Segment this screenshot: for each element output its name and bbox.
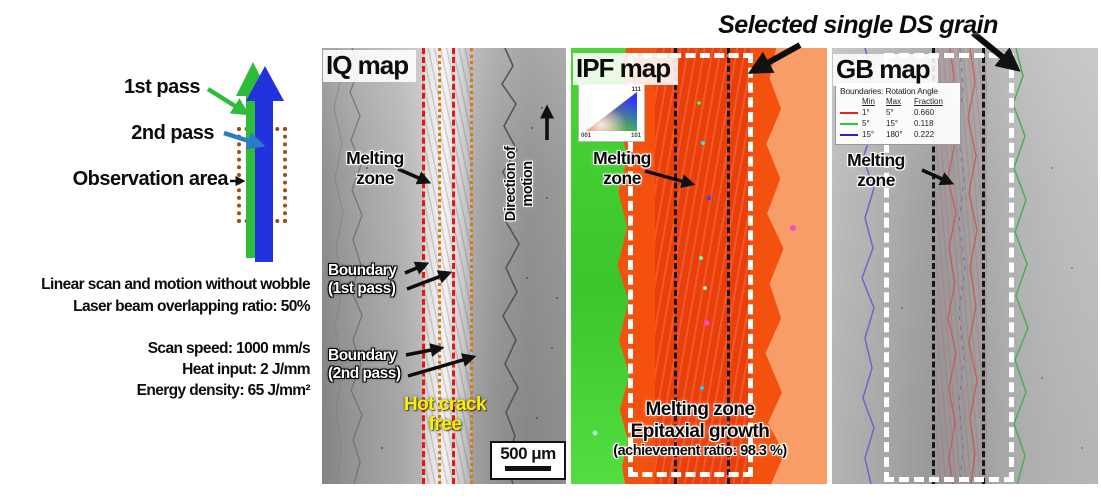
triangle-101-label: 101	[630, 133, 641, 139]
ipf-black-dash-right	[727, 48, 730, 484]
legend-swatch-green	[840, 122, 858, 125]
iq-pass1-boundary-line-right	[452, 48, 455, 484]
ipf-bottom-line2: Epitaxial growth	[630, 421, 770, 442]
ipf-melting-zone-line1: Melting	[593, 148, 651, 168]
ipf-color-triangle	[586, 92, 637, 131]
boundary-1st-line2: (1st pass)	[328, 280, 396, 297]
legend-max: 15°	[886, 119, 899, 128]
legend-header-max: Max	[886, 97, 902, 106]
boundary-1st-line1: Boundary	[328, 262, 397, 279]
hot-crack-free-label: Hot crack free	[393, 395, 497, 435]
ipf-melting-zone-label: Melting zone	[578, 148, 666, 188]
legend-header-row: Min Max Fraction	[840, 96, 956, 107]
iq-title: IQ map	[323, 50, 417, 83]
gb-boundary-legend: Boundaries: Rotation Angle Min Max Fract…	[835, 82, 961, 145]
iq-pass2-boundary-line-right	[470, 48, 473, 484]
legend-title: Boundaries: Rotation Angle	[840, 86, 938, 96]
gb-melting-zone-label: Melting zone	[830, 150, 922, 190]
legend-fraction: 0.660	[914, 108, 935, 117]
legend-header-fraction: Fraction	[914, 97, 943, 106]
direction-of-motion-label: Direction of motion	[503, 136, 537, 232]
legend-swatch-red	[840, 111, 858, 114]
first-pass-pointer-arrow-icon	[206, 87, 250, 116]
caption-line: Scan speed: 1000 mm/s	[147, 340, 311, 357]
ipf-melt-track	[655, 48, 750, 484]
triangle-111-label: 111	[631, 87, 641, 93]
hot-crack-line2: free	[428, 414, 462, 435]
scale-bar-line	[505, 466, 551, 471]
second-pass-label: 2nd pass	[131, 122, 214, 144]
observation-area-box	[237, 127, 287, 223]
boundary-2nd-line2: (2nd pass)	[328, 365, 401, 382]
gb-black-dash-left	[932, 48, 935, 484]
boundary-2nd-line1: Boundary	[328, 347, 397, 364]
ipf-title: IPF map	[573, 53, 679, 86]
legend-min: 15°	[862, 130, 875, 139]
ipf-black-dash-left	[674, 48, 677, 484]
observation-area-label: Observation area	[72, 168, 229, 190]
ipf-panel	[571, 48, 827, 484]
caption-line: Energy density: 65 J/mm²	[136, 382, 311, 399]
scale-bar-label: 500 μm	[500, 444, 556, 463]
gb-melting-zone-line2: zone	[857, 170, 895, 190]
triangle-001-label: 001	[581, 133, 592, 139]
legend-min: 5°	[862, 119, 870, 128]
iq-melting-zone-label: Melting zone	[326, 148, 424, 188]
ipf-bottom-caption: Melting zone Epitaxial growth (achieveme…	[595, 399, 805, 460]
ipf-color-triangle-legend: 111 001 101	[578, 84, 645, 142]
gb-selected-grain-outline	[884, 53, 1014, 482]
ipf-selected-grain-outline	[628, 53, 753, 477]
boundary-2nd-pass-label: Boundary (2nd pass)	[328, 347, 401, 383]
legend-fraction: 0.222	[914, 130, 935, 139]
scan-caption-top: Linear scan and motion without wobble La…	[10, 274, 310, 318]
gb-black-dash-right	[982, 48, 985, 484]
legend-header-min: Min	[862, 97, 875, 106]
iq-melting-zone-line2: zone	[356, 168, 394, 188]
iq-melt-track	[422, 48, 472, 484]
ipf-bottom-line3: (achievement ratio: 98.3 %)	[613, 443, 787, 459]
iq-melting-zone-line1: Melting	[346, 148, 404, 168]
legend-max: 5°	[886, 108, 894, 117]
direction-line2: motion	[520, 161, 536, 207]
legend-min: 1°	[862, 108, 870, 117]
direction-line1: Direction of	[503, 146, 519, 222]
scan-caption-bottom: Scan speed: 1000 mm/s Heat input: 2 J/mm…	[10, 338, 311, 401]
caption-line: Heat input: 2 J/mm	[182, 361, 310, 378]
caption-line: Linear scan and motion without wobble	[41, 276, 310, 293]
scale-bar: 500 μm	[490, 441, 566, 480]
selected-grain-headline: Selected single DS grain	[718, 11, 998, 39]
hot-crack-line1: Hot crack	[403, 394, 487, 415]
caption-line: Laser beam overlapping ratio: 50%	[73, 298, 311, 315]
ipf-melting-zone-line2: zone	[603, 168, 641, 188]
ipf-speckles	[592, 101, 796, 450]
legend-row-low-angle: 1° 5° 0.660	[840, 107, 956, 118]
legend-fraction: 0.118	[914, 119, 934, 128]
gb-title: GB map	[833, 54, 938, 87]
gb-melting-zone-line1: Melting	[847, 150, 905, 170]
iq-panel	[322, 48, 566, 484]
legend-row-high-angle: 15° 180° 0.222	[840, 129, 956, 140]
legend-swatch-blue	[840, 133, 858, 136]
boundary-1st-pass-label: Boundary (1st pass)	[328, 262, 397, 298]
ipf-bottom-line1: Melting zone	[645, 399, 755, 420]
legend-row-mid-angle: 5° 15° 0.118	[840, 118, 956, 129]
legend-max: 180°	[886, 130, 903, 139]
iq-pass2-boundary-line-left	[438, 48, 441, 484]
first-pass-label: 1st pass	[123, 76, 201, 98]
